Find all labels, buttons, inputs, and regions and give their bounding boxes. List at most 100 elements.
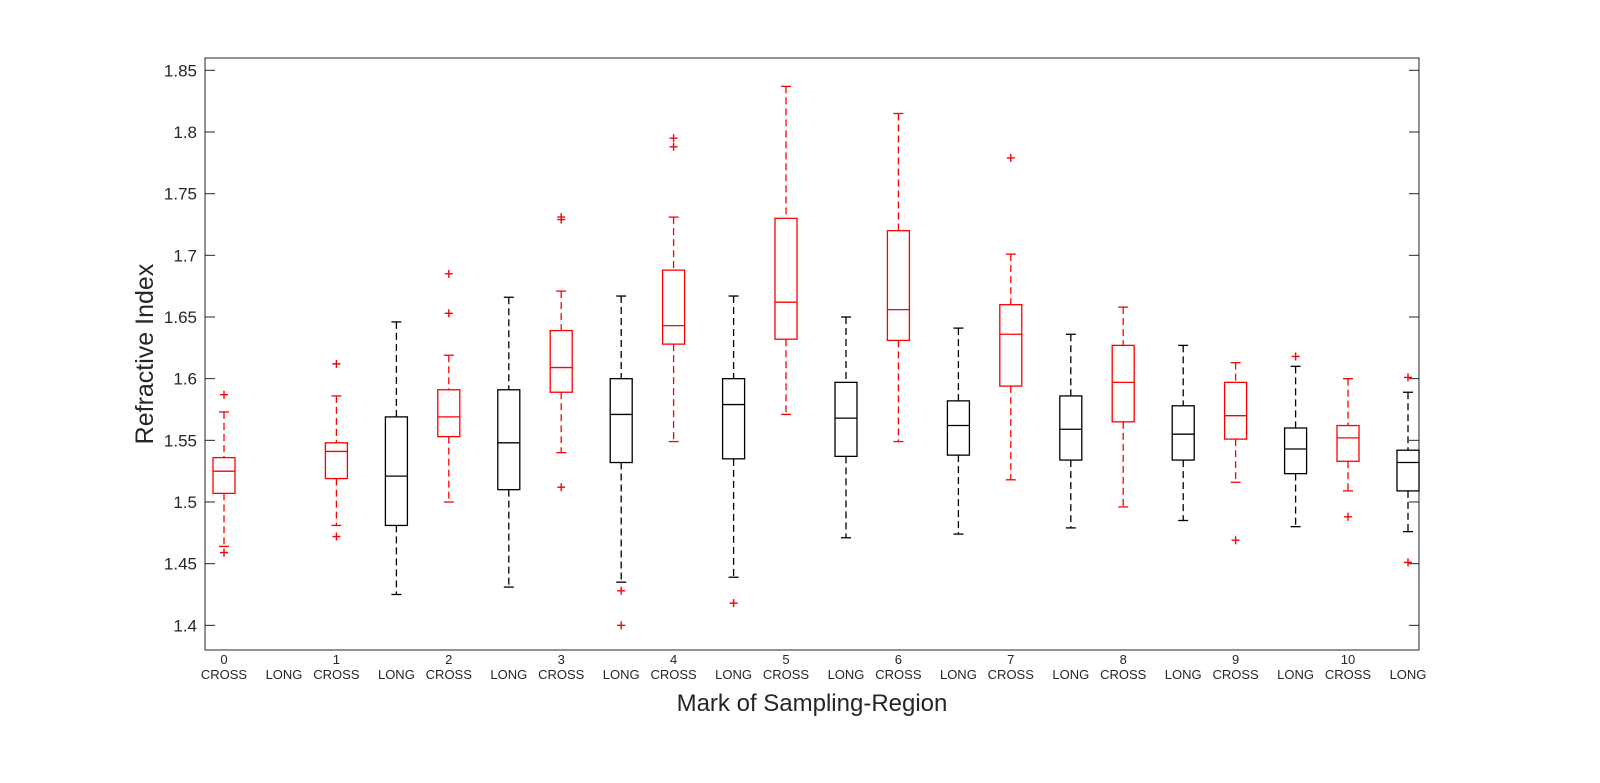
x-series-label-cross: CROSS	[201, 667, 248, 682]
box-cross-10	[1336, 378, 1360, 521]
iqr-box	[384, 416, 409, 527]
x-series-label-long: LONG	[828, 667, 865, 682]
outlier-marker	[1231, 536, 1240, 545]
outlier-marker	[557, 483, 566, 492]
x-group-label: 6	[895, 652, 902, 667]
x-series-label-long: LONG	[603, 667, 640, 682]
x-series-label-long: LONG	[1052, 667, 1089, 682]
x-group-label: 1	[333, 652, 340, 667]
x-group-label: 0	[220, 652, 227, 667]
y-axis-label: Refractive Index	[131, 263, 159, 444]
x-series-label-long: LONG	[1277, 667, 1314, 682]
x-group-label: 8	[1120, 652, 1127, 667]
box-series	[212, 85, 1420, 630]
box-cross-6	[886, 112, 911, 443]
iqr-box	[774, 217, 798, 340]
outlier-marker	[617, 586, 626, 595]
box-cross-9	[1223, 361, 1248, 545]
y-tick-label: 1.8	[173, 123, 197, 142]
iqr-box	[1396, 449, 1420, 492]
x-group-label: 9	[1232, 652, 1239, 667]
x-series-label-cross: CROSS	[538, 667, 585, 682]
x-series-label-cross: CROSS	[650, 667, 697, 682]
outlier-marker	[669, 142, 678, 151]
outlier-marker	[729, 599, 738, 608]
box-cross-3	[549, 213, 573, 492]
outlier-marker	[332, 532, 341, 541]
x-series-label-cross: CROSS	[1212, 667, 1259, 682]
box-cross-7	[999, 153, 1023, 481]
x-series-label-long: LONG	[378, 667, 415, 682]
iqr-box	[886, 230, 911, 342]
box-long-4	[721, 295, 746, 608]
x-series-label-cross: CROSS	[763, 667, 810, 682]
box-long-8	[1171, 344, 1195, 522]
x-series-label-cross: CROSS	[875, 667, 922, 682]
outlier-marker	[1404, 373, 1412, 382]
x-series-label-long: LONG	[715, 667, 752, 682]
x-axis-label: Mark of Sampling-Region	[677, 690, 948, 717]
box-cross-5	[774, 85, 798, 416]
iqr-box	[661, 269, 686, 345]
box-long-2	[497, 296, 521, 588]
outlier-marker	[669, 134, 678, 143]
y-tick-label: 1.75	[164, 185, 197, 204]
outlier-marker	[444, 269, 453, 278]
x-series-label-long: LONG	[1165, 667, 1202, 682]
box-long-1	[384, 321, 409, 596]
box-long-7	[1059, 333, 1083, 529]
y-tick-label: 1.45	[164, 555, 197, 574]
y-tick-label: 1.4	[173, 616, 197, 635]
iqr-box	[946, 400, 971, 456]
iqr-box	[1111, 344, 1135, 423]
box-cross-2	[437, 269, 461, 503]
x-group-label: 4	[670, 652, 677, 667]
y-tick-label: 1.55	[164, 431, 197, 450]
x-group-label: 3	[558, 652, 565, 667]
outlier-marker	[1291, 352, 1300, 361]
plot-area-frame	[204, 57, 1420, 651]
box-cross-8	[1111, 306, 1135, 508]
iqr-box	[609, 378, 633, 464]
iqr-box	[212, 456, 236, 495]
y-axis: 1.4 1.45 1.5 1.55 1.6 1.65 1.7 1.75 1.8 1.85	[164, 61, 1419, 635]
x-series-label-long: LONG	[1390, 667, 1427, 682]
outlier-marker	[617, 621, 626, 630]
box-cross-0	[212, 390, 236, 557]
iqr-box	[834, 381, 858, 458]
box-long-3	[609, 295, 633, 630]
x-group-label: 5	[782, 652, 789, 667]
x-group-label: 10	[1341, 652, 1355, 667]
iqr-box	[1223, 381, 1248, 440]
x-series-label-cross: CROSS	[426, 667, 473, 682]
iqr-box	[549, 329, 573, 393]
y-tick-label: 1.7	[173, 246, 197, 265]
iqr-box	[721, 378, 746, 460]
box-long-5	[834, 316, 858, 539]
x-series-label-cross: CROSS	[1325, 667, 1372, 682]
x-series-label-long: LONG	[940, 667, 977, 682]
iqr-box	[1059, 395, 1083, 461]
iqr-box	[497, 389, 521, 491]
outlier-marker	[444, 309, 453, 318]
x-group-label: 7	[1007, 652, 1014, 667]
x-series-label-cross: CROSS	[988, 667, 1035, 682]
x-series-label-long: LONG	[490, 667, 527, 682]
x-group-label: 2	[445, 652, 452, 667]
iqr-box	[1336, 424, 1360, 462]
outlier-marker	[1344, 512, 1352, 521]
x-series-label-long: LONG	[266, 667, 303, 682]
box-long-9	[1283, 352, 1308, 528]
x-series-label-cross: CROSS	[1100, 667, 1147, 682]
box-long-6	[946, 327, 971, 535]
box-cross-1	[324, 359, 349, 541]
outlier-marker	[557, 213, 566, 222]
outlier-marker	[332, 359, 341, 368]
y-tick-label: 1.5	[173, 493, 197, 512]
iqr-box	[437, 389, 461, 438]
box-long-10	[1396, 373, 1420, 567]
box-cross-4	[661, 134, 686, 443]
